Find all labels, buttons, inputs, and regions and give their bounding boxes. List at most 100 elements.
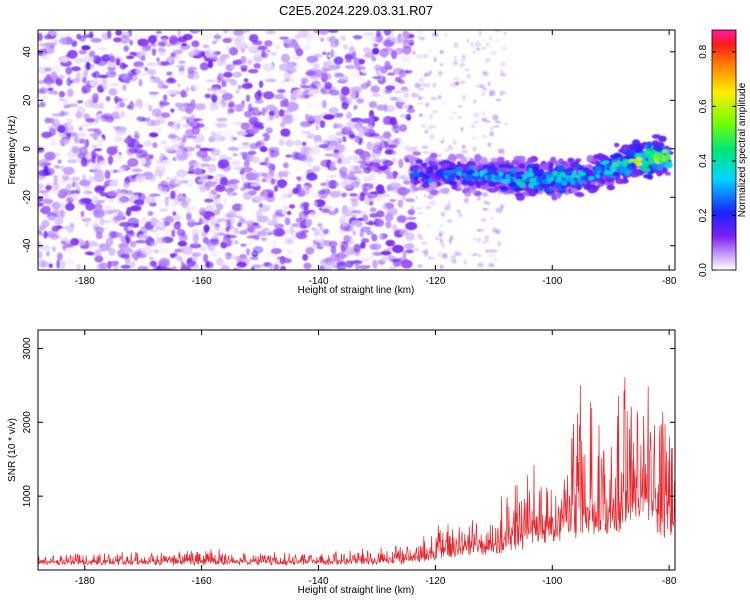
noise-blob	[107, 190, 118, 197]
noise-blob	[288, 204, 296, 209]
signal-blob	[515, 186, 523, 191]
noise-blob	[305, 246, 315, 255]
y-tick-label: 40	[22, 46, 33, 58]
noise-blob	[101, 119, 114, 123]
noise-blob	[333, 112, 343, 119]
noise-speckle	[477, 253, 482, 258]
noise-blob	[321, 100, 327, 109]
noise-blob	[82, 76, 87, 84]
noise-blob	[125, 234, 129, 242]
noise-blob	[210, 51, 218, 60]
noise-blob	[52, 201, 61, 211]
noise-blob	[207, 87, 219, 92]
noise-blob	[403, 202, 413, 211]
noise-speckle	[490, 249, 498, 253]
signal-blob	[527, 157, 535, 164]
signal-blob	[505, 173, 510, 180]
noise-speckle	[454, 59, 458, 66]
noise-speckle	[471, 137, 477, 140]
signal-blob	[606, 184, 615, 191]
noise-blob	[358, 195, 364, 201]
noise-blob	[177, 195, 189, 200]
noise-blob	[38, 202, 45, 207]
noise-blob	[389, 182, 401, 189]
noise-blob	[357, 30, 367, 36]
noise-blob	[292, 187, 299, 195]
noise-blob	[253, 63, 261, 69]
noise-speckle	[459, 62, 466, 67]
noise-speckle	[422, 249, 428, 254]
noise-speckle	[485, 58, 492, 61]
noise-blob	[283, 173, 289, 178]
noise-blob	[387, 72, 396, 76]
noise-speckle	[452, 111, 458, 115]
noise-blob	[283, 185, 293, 195]
noise-speckle	[427, 194, 434, 200]
noise-blob	[329, 35, 337, 44]
signal-blob	[639, 165, 646, 170]
noise-blob	[215, 197, 221, 203]
signal-blob	[546, 188, 553, 193]
noise-blob	[76, 106, 86, 115]
signal-blob	[454, 153, 465, 160]
noise-blob	[166, 71, 173, 76]
signal-blob	[611, 171, 620, 176]
noise-blob	[258, 80, 264, 89]
signal-blob	[412, 168, 418, 173]
noise-blob	[265, 78, 277, 83]
noise-blob	[346, 155, 359, 160]
noise-speckle	[484, 120, 492, 123]
noise-blob	[99, 243, 109, 252]
noise-blob	[306, 133, 316, 139]
noise-blob	[262, 227, 270, 231]
noise-blob	[372, 181, 378, 187]
noise-blob	[342, 147, 349, 153]
noise-speckle	[421, 241, 428, 245]
noise-blob	[258, 136, 265, 140]
noise-speckle	[483, 235, 490, 239]
noise-speckle	[437, 190, 442, 195]
noise-blob	[159, 261, 170, 270]
noise-speckle	[422, 151, 430, 154]
noise-speckle	[451, 148, 454, 152]
noise-blob	[182, 164, 187, 169]
noise-speckle	[483, 117, 487, 120]
noise-blob	[204, 182, 211, 191]
noise-blob	[93, 174, 105, 183]
noise-blob	[282, 258, 292, 264]
noise-blob	[175, 149, 183, 156]
noise-speckle	[472, 146, 477, 152]
noise-blob	[282, 205, 289, 210]
noise-blob	[278, 171, 284, 179]
noise-blob	[151, 76, 161, 83]
noise-blob	[158, 247, 169, 254]
noise-blob	[354, 249, 360, 257]
noise-speckle	[458, 212, 463, 218]
noise-blob	[195, 144, 202, 149]
noise-blob	[236, 261, 247, 268]
signal-blob	[426, 171, 431, 175]
noise-blob	[327, 64, 339, 70]
noise-blob	[65, 247, 77, 252]
noise-blob	[204, 225, 209, 234]
noise-blob	[400, 259, 413, 269]
noise-blob	[270, 178, 276, 185]
noise-blob	[240, 205, 248, 211]
noise-blob	[276, 203, 284, 209]
noise-blob	[388, 266, 398, 270]
noise-blob	[405, 198, 415, 203]
noise-blob	[291, 223, 303, 228]
noise-blob	[52, 246, 56, 252]
signal-blob	[627, 150, 636, 155]
noise-blob	[405, 232, 415, 241]
noise-blob	[114, 95, 119, 104]
noise-blob	[313, 201, 318, 206]
noise-blob	[126, 190, 134, 195]
signal-blob	[466, 174, 474, 179]
noise-blob	[300, 121, 312, 128]
signal-blob	[511, 159, 520, 166]
signal-blob	[624, 169, 630, 176]
noise-speckle	[473, 252, 478, 256]
noise-blob	[309, 211, 320, 218]
noise-blob	[245, 248, 251, 256]
